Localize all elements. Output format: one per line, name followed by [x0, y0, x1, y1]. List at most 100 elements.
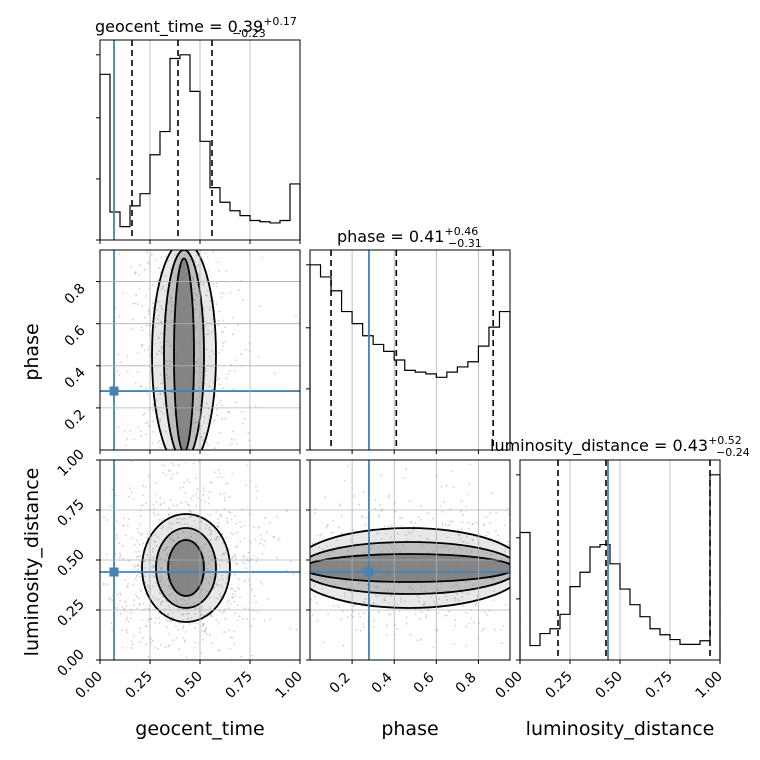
scatter-point: [423, 603, 426, 606]
scatter-point: [407, 562, 409, 565]
scatter-point: [166, 553, 169, 556]
scatter-point: [129, 181, 131, 183]
scatter-point: [159, 592, 162, 595]
scatter-point: [263, 540, 266, 542]
scatter-point: [195, 227, 197, 229]
scatter-point: [430, 596, 433, 598]
scatter-point: [224, 340, 227, 343]
scatter-point: [504, 564, 506, 567]
scatter-point: [554, 595, 556, 597]
scatter-point: [161, 577, 163, 580]
scatter-point: [542, 595, 544, 597]
scatter-point: [182, 344, 185, 347]
scatter-point: [420, 544, 423, 547]
scatter-point: [343, 595, 346, 598]
scatter-point: [161, 308, 164, 311]
scatter-point: [167, 620, 169, 623]
scatter-point: [152, 713, 154, 715]
scatter-point: [322, 573, 324, 576]
scatter-point: [181, 344, 184, 347]
ytick-label: 0.2: [62, 407, 89, 434]
scatter-point: [154, 326, 157, 329]
scatter-point: [408, 586, 411, 588]
scatter-point: [215, 536, 218, 539]
scatter-point: [535, 523, 537, 525]
scatter-point: [175, 637, 178, 640]
scatter-point: [218, 401, 221, 404]
scatter-point: [183, 363, 186, 366]
scatter-point: [467, 521, 470, 524]
scatter-point: [159, 575, 162, 578]
scatter-point: [154, 342, 157, 345]
scatter-point: [409, 499, 411, 502]
scatter-point: [335, 561, 338, 564]
scatter-point: [136, 351, 139, 354]
scatter-point: [192, 195, 194, 197]
scatter-point: [326, 524, 329, 527]
scatter-point: [109, 598, 111, 600]
scatter-point: [250, 557, 253, 560]
scatter-point: [360, 516, 363, 519]
scatter-point: [202, 624, 205, 627]
scatter-point: [517, 591, 519, 593]
scatter-point: [514, 603, 516, 605]
scatter-point: [190, 386, 193, 389]
scatter-point: [236, 233, 238, 235]
scatter-point: [129, 487, 131, 490]
scatter-point: [422, 603, 425, 606]
scatter-point: [613, 551, 615, 553]
scatter-point: [144, 575, 147, 578]
scatter-point: [390, 524, 393, 527]
scatter-point: [188, 403, 191, 406]
scatter-point: [426, 551, 429, 554]
xtick-label: 0.25: [542, 668, 575, 701]
scatter-point: [114, 553, 117, 556]
scatter-point: [187, 617, 190, 620]
scatter-point: [301, 616, 303, 618]
scatter-point: [134, 566, 137, 568]
scatter-point: [325, 526, 328, 529]
scatter-point: [191, 568, 194, 571]
scatter-point: [220, 296, 223, 299]
scatter-point: [186, 618, 188, 621]
scatter-point: [397, 569, 400, 572]
scatter-point: [126, 631, 129, 634]
scatter-point: [156, 64, 158, 66]
scatter-point: [507, 544, 510, 546]
scatter-point: [157, 336, 160, 339]
scatter-point: [179, 598, 182, 601]
scatter-point: [181, 307, 184, 310]
scatter-point: [158, 622, 161, 624]
scatter-point: [554, 614, 556, 616]
scatter-point: [139, 588, 142, 591]
scatter-point: [200, 366, 203, 369]
scatter-point: [210, 529, 212, 532]
scatter-point: [170, 524, 173, 527]
scatter-point: [139, 176, 141, 178]
scatter-point: [523, 518, 525, 520]
scatter-point: [141, 329, 144, 332]
scatter-point: [197, 381, 199, 384]
scatter-point: [169, 606, 171, 609]
scatter-point: [222, 387, 225, 390]
scatter-point: [153, 565, 156, 568]
scatter-point: [154, 622, 157, 624]
scatter-point: [458, 537, 461, 540]
scatter-point: [169, 664, 171, 666]
scatter-point: [159, 418, 162, 420]
scatter-point: [223, 553, 226, 556]
scatter-point: [533, 610, 535, 612]
scatter-point: [211, 350, 213, 353]
scatter-point: [238, 615, 241, 618]
scatter-point: [201, 625, 204, 628]
scatter-point: [405, 616, 408, 619]
scatter-point: [208, 528, 211, 531]
scatter-point: [174, 577, 177, 580]
scatter-point: [475, 602, 478, 605]
scatter-point: [224, 270, 227, 273]
scatter-point: [108, 597, 111, 599]
scatter-point: [372, 601, 375, 604]
scatter-point: [486, 613, 489, 616]
scatter-point: [213, 565, 216, 567]
scatter-point: [178, 385, 181, 388]
